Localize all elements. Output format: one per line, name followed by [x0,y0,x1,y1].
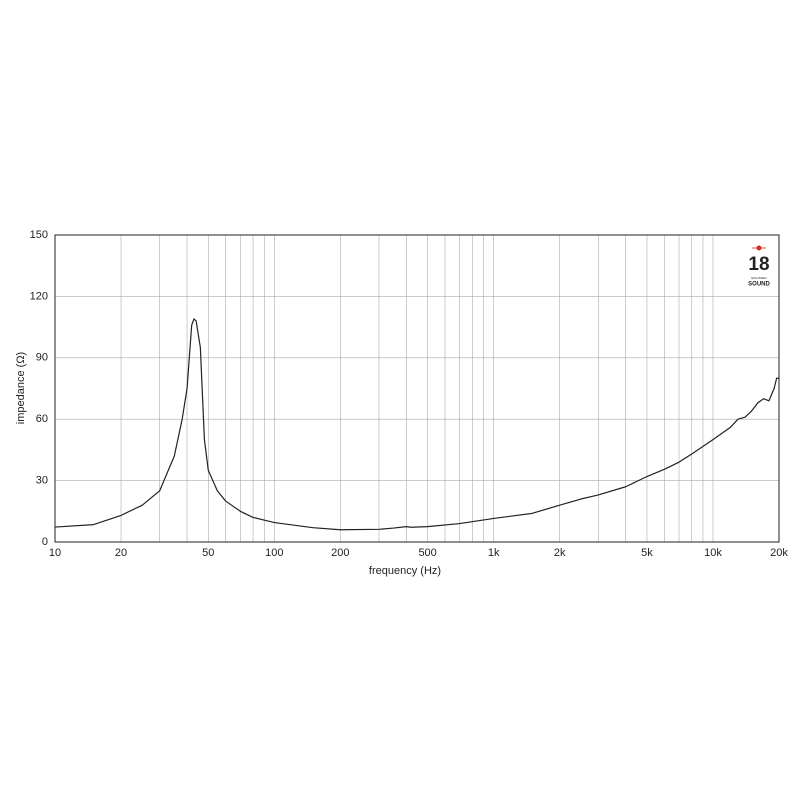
y-tick-label: 120 [30,290,48,302]
x-tick-label: 5k [641,547,653,559]
impedance-curve [54,318,779,531]
y-tick-label: 30 [36,475,48,487]
y-tick-label: 150 [30,229,48,241]
x-tick-label: 10 [49,547,61,559]
x-tick-label: 2k [554,547,566,559]
x-tick-label: 50 [202,547,214,559]
x-tick-label: 200 [331,547,349,559]
x-tick-label: 20k [770,547,788,559]
y-tick-label: 60 [36,413,48,425]
x-tick-label: 500 [418,547,436,559]
x-tick-label: 1k [488,547,500,559]
x-tick-label: 10k [704,547,722,559]
logo-tagline: EIGHTEEN [751,276,766,280]
logo: 18 EIGHTEEN SOUND [748,245,770,288]
y-tick-label: 90 [36,352,48,364]
plot-frame [54,234,780,543]
x-tick-label: 20 [115,547,127,559]
logo-name: SOUND [748,282,770,288]
y-axis-label: impedance (Ω) [15,352,27,424]
x-tick-label: 100 [265,547,283,559]
x-axis-label: frequency (Hz) [369,565,441,577]
y-tick-label: 0 [42,536,48,548]
logo-number: 18 [748,254,769,275]
